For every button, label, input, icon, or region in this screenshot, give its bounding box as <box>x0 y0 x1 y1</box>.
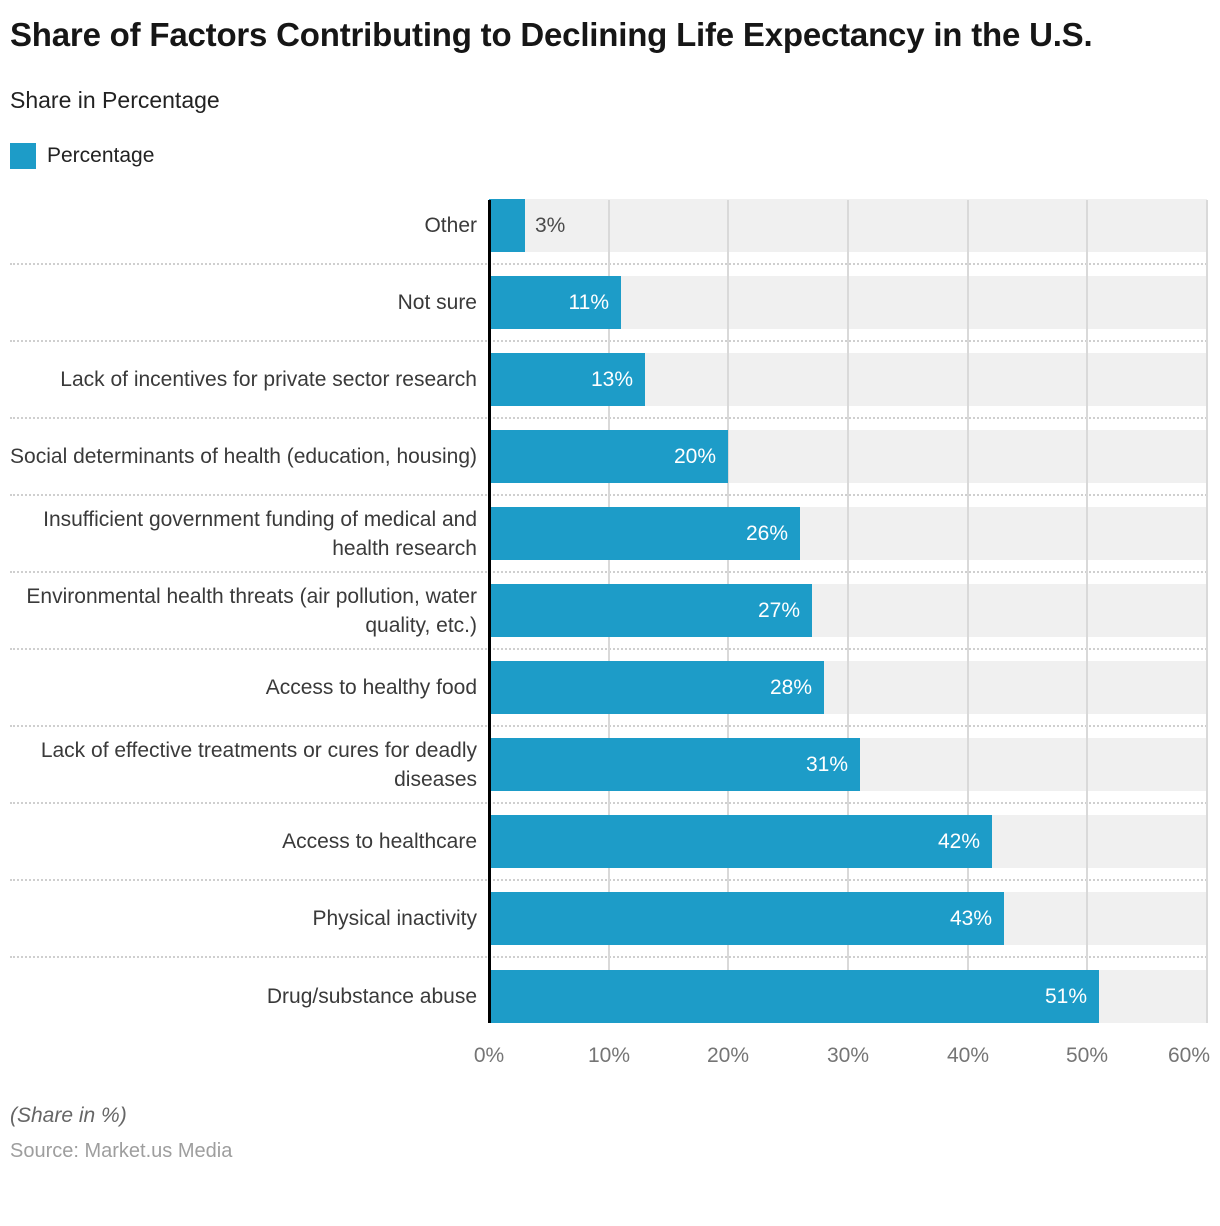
bar <box>489 738 860 791</box>
bar-track: 43% <box>489 892 1207 945</box>
bar <box>489 199 525 252</box>
bar <box>489 661 824 714</box>
category-label: Lack of effective treatments or cures fo… <box>40 738 477 791</box>
chart-title: Share of Factors Contributing to Declini… <box>10 16 1093 53</box>
x-axis-tick-label: 30% <box>826 1044 870 1067</box>
chart-row: Insufficient government funding of medic… <box>10 496 1207 573</box>
bar-chart: Other 3% Not sure 11% Lack of incentives for… <box>10 188 1210 1070</box>
bar-track: 42% <box>489 815 1207 868</box>
category-label: Other <box>424 214 477 237</box>
chart-row: Lack of effective treatments or cures fo… <box>10 727 1207 804</box>
bar <box>489 815 992 868</box>
value-label: 28% <box>769 676 812 699</box>
bar-track: 26% <box>489 507 1207 560</box>
bar <box>489 970 1099 1023</box>
value-label: 42% <box>937 830 980 853</box>
chart-row: Environmental health threats (air pollut… <box>10 573 1207 650</box>
x-axis-tick-label: 60% <box>1167 1044 1210 1067</box>
chart-row: Physical inactivity 43% <box>10 881 1207 958</box>
bar-track: 31% <box>489 738 1207 791</box>
x-axis-tick-label: 0% <box>473 1044 505 1067</box>
value-label: 11% <box>568 291 609 314</box>
value-label: 31% <box>805 753 848 776</box>
bar <box>489 353 645 406</box>
category-label: Access to healthy food <box>265 676 477 699</box>
category-label: Lack of incentives for private sector re… <box>60 368 477 391</box>
bar <box>489 892 1004 945</box>
x-axis-tick-label: 50% <box>1065 1044 1109 1067</box>
chart-row: Access to healthcare 42% <box>10 804 1207 881</box>
value-label: 3% <box>535 214 566 237</box>
x-axis-tick-label: 10% <box>587 1044 631 1067</box>
category-label: Social determinants of health (education… <box>10 445 477 468</box>
share-note: (Share in %) <box>10 1104 127 1127</box>
chart-row: Social determinants of health (education… <box>10 419 1207 496</box>
chart-row: Drug/substance abuse 51% <box>10 958 1207 1035</box>
category-label: Physical inactivity <box>312 907 477 930</box>
bar-track: 20% <box>489 430 1207 483</box>
chart-subtitle: Share in Percentage <box>10 87 220 113</box>
chart-rows: Other 3% Not sure 11% Lack of incentives for… <box>10 188 1207 1035</box>
category-label: Drug/substance abuse <box>266 985 477 1008</box>
chart-row: Not sure 11% <box>10 265 1207 342</box>
value-label: 43% <box>949 907 992 930</box>
bar <box>489 584 812 637</box>
bar-track: 51% <box>489 970 1207 1023</box>
category-label: Not sure <box>397 291 477 314</box>
value-label: 20% <box>673 445 716 468</box>
category-label: Environmental health threats (air pollut… <box>26 584 477 637</box>
value-label: 13% <box>590 368 633 391</box>
bar-track: 28% <box>489 661 1207 714</box>
bar-track: 3% <box>489 199 1207 252</box>
source-credit: Source: Market.us Media <box>10 1140 233 1162</box>
category-label: Access to healthcare <box>282 830 477 853</box>
bar <box>489 507 800 560</box>
legend-swatch-icon <box>10 143 36 169</box>
legend-label: Percentage <box>47 144 155 167</box>
bar-track: 11% <box>489 276 1207 329</box>
value-label: 51% <box>1044 985 1087 1008</box>
bar-track: 13% <box>489 353 1207 406</box>
value-label: 27% <box>757 599 800 622</box>
category-label: Insufficient government funding of medic… <box>43 507 477 560</box>
x-axis-tick-label: 40% <box>946 1044 990 1067</box>
chart-row: Lack of incentives for private sector re… <box>10 342 1207 419</box>
value-label: 26% <box>745 522 788 545</box>
bar <box>489 276 621 329</box>
bar-track: 27% <box>489 584 1207 637</box>
x-axis: 0% 10% 20% 30% 40% 50% 60% <box>474 1044 1210 1070</box>
legend: Percentage <box>10 143 1220 169</box>
chart-row: Other 3% <box>10 188 1207 265</box>
chart-row: Access to healthy food 28% <box>10 650 1207 727</box>
x-axis-tick-label: 20% <box>706 1044 750 1067</box>
